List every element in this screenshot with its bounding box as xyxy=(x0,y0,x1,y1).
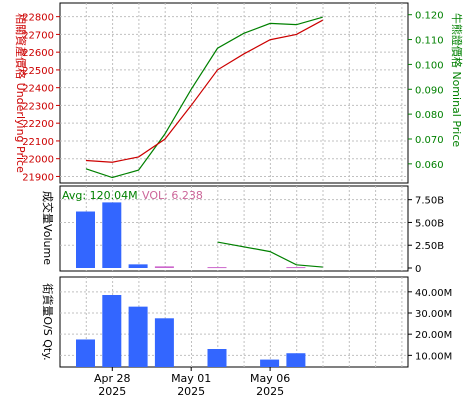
price-panel xyxy=(59,2,409,184)
osqty-bar xyxy=(102,295,122,367)
volume-bar xyxy=(154,266,174,268)
volume-bar xyxy=(102,202,122,268)
x-tick-label: May 06 xyxy=(250,372,290,385)
osqty-bar xyxy=(76,339,95,367)
volume-bar xyxy=(207,267,227,269)
volume-axis-title: 成交量Volume xyxy=(41,191,55,265)
volume-bar xyxy=(128,264,148,268)
nominal-tick-label: 0.110 xyxy=(415,36,444,47)
nominal-tick-label: 0.100 xyxy=(415,60,444,71)
underlying-tick-label: 22000 xyxy=(22,155,54,166)
underlying-tick-label: 22700 xyxy=(22,30,54,41)
osqty-axis-title: 街貨量O/S Qty. xyxy=(41,283,55,360)
nominal-tick-label: 0.120 xyxy=(415,11,444,22)
underlying-tick-label: 22600 xyxy=(22,48,54,59)
underlying-tick-label: 22300 xyxy=(22,101,54,112)
volume-avg-legend: Avg: 120.04M xyxy=(62,189,138,202)
osqty-tick-label: 30.00M xyxy=(415,309,452,320)
nominal-price-line xyxy=(85,16,323,179)
osqty-bar xyxy=(154,318,174,367)
osqty-tick-label: 40.00M xyxy=(415,288,452,299)
nominal-tick-label: 0.060 xyxy=(415,160,444,171)
underlying-tick-label: 22800 xyxy=(22,13,54,24)
underlying-tick-label: 22500 xyxy=(22,66,54,77)
underlying-tick-label: 21900 xyxy=(22,172,54,183)
x-tick-label: Apr 28 xyxy=(94,372,131,385)
osqty-bar xyxy=(260,359,280,367)
osqty-tick-label: 10.00M xyxy=(415,351,452,362)
volume-tick-label: 0 xyxy=(415,264,421,275)
underlying-tick-label: 22400 xyxy=(22,84,54,95)
underlying-price-axis-title: 相關資產價格 Underlying Price xyxy=(14,13,28,173)
tick-labels: 21900 22000 22100 22200 22300 22400 22500 22600… xyxy=(22,11,452,398)
volume-bar xyxy=(286,267,306,269)
nominal-tick-label: 0.080 xyxy=(415,110,444,121)
osqty-bar xyxy=(128,306,148,367)
osqty-tick-label: 20.00M xyxy=(415,330,452,341)
x-tick-year-label: 2025 xyxy=(177,385,205,398)
chart-marks xyxy=(76,16,323,367)
volume-tick-label: 2.50B xyxy=(415,241,444,252)
underlying-tick-label: 22200 xyxy=(22,119,54,130)
osqty-bar xyxy=(286,353,306,367)
volume-bar xyxy=(76,211,95,268)
underlying-price-line xyxy=(85,19,323,163)
volume-tick-label: 5.00B xyxy=(415,218,444,229)
volume-trend-line xyxy=(217,241,323,268)
x-tick-year-label: 2025 xyxy=(256,385,284,398)
osqty-bar xyxy=(207,349,227,367)
x-tick-year-label: 2025 xyxy=(98,385,126,398)
nominal-price-axis-title: 牛熊證價格 Nominal Price xyxy=(450,13,464,148)
nominal-tick-label: 0.070 xyxy=(415,135,444,146)
volume-tick-label: 7.50B xyxy=(415,196,444,207)
x-tick-label: May 01 xyxy=(171,372,211,385)
underlying-tick-label: 22100 xyxy=(22,137,54,148)
nominal-tick-label: 0.090 xyxy=(415,85,444,96)
volume-vol-legend: VOL: 6.238 xyxy=(142,189,203,202)
